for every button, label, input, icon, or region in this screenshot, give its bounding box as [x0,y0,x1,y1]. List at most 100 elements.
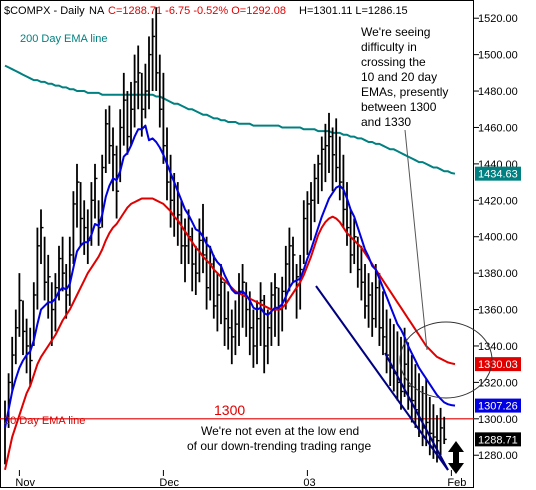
price-bar [382,291,386,356]
price-bar [234,300,238,356]
price-bar [61,236,66,292]
price-bar [148,36,152,110]
tag-value: 1307.26 [478,401,518,413]
tag-value: 1288.71 [478,434,518,446]
price-bar [32,282,37,346]
price-bar [252,309,256,368]
price-bar [331,127,336,192]
trend-line-upper [315,285,449,471]
price-bar [133,54,138,128]
note-bottom: We're not even at the low end of our dow… [187,424,371,453]
plot-frame [0,0,474,488]
y-tick-label: 1380.00 [478,268,518,280]
price-bar [295,264,300,319]
price-bar [130,81,134,146]
y-tick-label: 1320.00 [478,377,518,389]
trend-channel-layer [315,285,449,471]
header-symbol: $COMPX - Daily [4,5,85,17]
y-tick-label: 1480.00 [478,86,518,98]
tag-value: 1330.03 [478,359,518,371]
price-bar [256,300,260,365]
price-bar [122,72,127,146]
price-bar [169,154,174,228]
price-bar [216,273,220,332]
price-bar [158,54,163,128]
y-tick-label: 1340.00 [478,341,518,353]
price-bar [227,291,231,350]
price-bar [29,327,33,387]
price-bar [65,264,69,319]
tag-value: 1434.63 [478,169,518,181]
price-bar [320,136,325,192]
y-tick-label: 1400.00 [478,232,518,244]
x-tick-label: 03 [303,477,315,489]
tag-ema200: 1434.63 [475,166,521,181]
tag-ema10: 1307.26 [475,398,521,413]
price-bar [94,163,98,219]
price-bar [151,18,156,92]
price-bar [364,264,368,319]
price-bar [83,200,87,255]
price-bar [306,191,310,255]
y-tick-label: 1500.00 [478,50,518,62]
price-bar [313,163,318,223]
price-bar [155,7,159,92]
price-bar [72,191,76,265]
price-bar [245,282,249,337]
note-bottom-line: We're not even at the low end [201,424,359,438]
price-bar [360,245,364,301]
x-tick-label: Nov [15,477,35,489]
note-top-line: and 1330 [361,115,411,129]
x-tick-label: Feb [447,477,466,489]
price-bar [263,294,267,374]
callout-pointer [404,129,428,351]
price-bar [400,336,404,410]
price-bar [50,282,55,346]
price-bar [126,91,130,155]
tag-close: 1288.71 [475,432,521,447]
note-top-line: between 1300 [361,100,437,114]
price-bar [144,63,148,119]
price-bar [140,72,145,137]
y-tick-label: 1520.00 [478,13,518,25]
note-bottom-line: of our down-trending trading range [187,439,371,453]
price-bar [14,309,19,365]
price-bar [349,209,354,274]
x-tick-label: Dec [159,477,179,489]
price-bar [425,378,429,447]
ref-line-label: 1300 [214,402,245,418]
price-bar [335,118,339,183]
ema200-layer [4,64,456,175]
price-bar [410,355,415,423]
price-bar [11,336,15,392]
price-bar [108,105,112,164]
price-bar [68,236,73,306]
price-bar [137,45,141,110]
price-bar [223,282,228,346]
note-top-line: crossing the [361,55,426,69]
price-bar [40,209,44,265]
price-bar [191,227,195,292]
price-bar [346,182,350,246]
price-bar [220,264,224,325]
price-bar [367,273,372,328]
price-bar [317,154,321,204]
price-bar [212,254,217,319]
price-bar [374,264,379,328]
note-top-line: We're seeing [361,25,430,39]
price-bar [180,200,184,265]
price-bar [324,123,328,183]
price-bar [162,72,166,164]
header-na: NA [89,5,105,17]
price-bar [76,163,80,228]
price-bar [47,254,51,319]
price-bar [22,300,26,356]
price-bar [18,273,22,337]
price-bar [302,200,307,265]
note-top-line: EMAs, presently [361,85,448,99]
y-tick-label: 1280.00 [478,450,518,462]
header-stats: C=1288.71 -6.75 -0.52% O=1292.08 [108,5,286,17]
y-tick-label: 1300.00 [478,414,518,426]
